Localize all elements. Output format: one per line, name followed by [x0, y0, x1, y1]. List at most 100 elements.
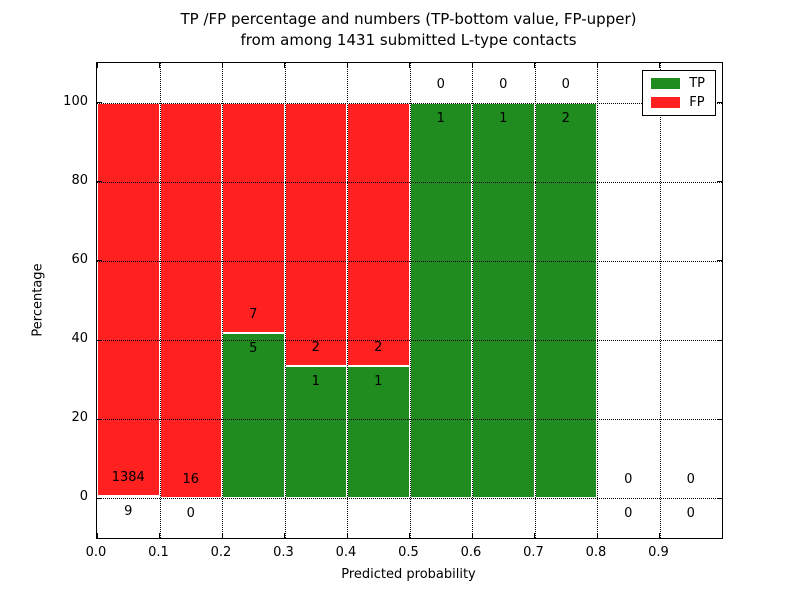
tp-count-annotation: 0	[186, 506, 195, 522]
y-tick-mark-right	[717, 497, 722, 499]
legend-item-fp: FP	[651, 96, 705, 109]
tp-count-annotation: 2	[561, 110, 570, 126]
x-tick-mark	[346, 533, 348, 538]
grid-line-horizontal	[97, 340, 722, 342]
x-tick-label: 0.2	[210, 545, 232, 560]
y-tick-label: 40	[71, 331, 88, 347]
bar-segment-fp	[159, 102, 222, 499]
fp-count-annotation: 2	[311, 340, 320, 356]
bar-segment-fp	[284, 102, 347, 367]
fp-count-annotation: 0	[436, 76, 445, 92]
grid-line-horizontal	[97, 181, 722, 183]
grid-line-vertical	[409, 63, 411, 538]
y-tick-mark	[97, 339, 102, 341]
x-tick-mark-top	[159, 63, 160, 68]
x-tick-label: 0.7	[523, 545, 544, 560]
bar-segment-tp	[97, 495, 160, 499]
x-tick-mark-top	[534, 63, 535, 68]
y-tick-label: 80	[71, 172, 88, 188]
y-tick-mark-right	[717, 102, 722, 104]
y-tick-mark	[97, 102, 102, 104]
y-tick-label: 100	[63, 93, 88, 109]
fp-count-annotation: 2	[374, 340, 383, 356]
grid-line-vertical	[472, 63, 473, 538]
bar-segment-tp	[472, 102, 535, 499]
tp-color-swatch	[651, 78, 681, 89]
y-tick-mark-right	[717, 181, 722, 183]
x-tick-label: 0.9	[648, 545, 669, 560]
fp-count-annotation: 0	[686, 472, 695, 488]
y-tick-mark	[97, 418, 102, 420]
fp-count-annotation: 0	[499, 76, 508, 92]
x-tick-mark-top	[409, 63, 410, 68]
fp-count-annotation: 0	[561, 76, 570, 92]
legend-label-tp: TP	[689, 76, 705, 91]
tp-count-annotation: 1	[311, 374, 320, 390]
x-tick-mark	[284, 533, 285, 538]
bar-segment-tp	[534, 102, 597, 499]
grid-line-vertical	[222, 63, 223, 538]
x-tick-label: 0.8	[585, 545, 607, 560]
y-tick-label: 20	[71, 410, 88, 426]
y-tick-label: 0	[79, 489, 88, 505]
y-tick-mark-right	[717, 418, 722, 420]
x-tick-mark	[221, 533, 223, 538]
bar-segment-fp	[222, 102, 285, 334]
grid-line-vertical	[347, 63, 348, 538]
y-tick-mark-right	[717, 339, 722, 341]
tp-count-annotation: 0	[686, 506, 695, 522]
x-tick-mark	[96, 533, 98, 538]
grid-line-horizontal	[97, 498, 722, 500]
y-tick-label: 60	[71, 251, 88, 267]
fp-count-annotation: 0	[624, 472, 633, 488]
tp-count-annotation: 9	[124, 503, 133, 519]
y-tick-mark	[97, 181, 102, 183]
legend-label-fp: FP	[689, 95, 705, 110]
x-tick-mark-top	[471, 63, 473, 68]
x-tick-label: 0.6	[460, 545, 482, 560]
x-tick-mark	[409, 533, 410, 538]
grid-line-horizontal	[97, 260, 722, 262]
tp-count-annotation: 1	[499, 110, 508, 126]
grid-line-vertical	[534, 63, 536, 538]
x-tick-label: 0.1	[148, 545, 169, 560]
y-tick-mark	[97, 497, 102, 499]
tp-count-annotation: 5	[249, 341, 258, 357]
fp-color-swatch	[651, 97, 681, 108]
chart-title-line1: TP /FP percentage and numbers (TP-bottom…	[180, 10, 637, 28]
x-tick-mark-top	[721, 63, 723, 68]
y-axis-label: Percentage	[30, 263, 46, 337]
x-tick-mark-top	[346, 63, 348, 68]
grid-line-vertical	[159, 63, 161, 538]
chart-title-line2: from among 1431 submitted L-type contact…	[240, 31, 577, 49]
grid-line-horizontal	[97, 419, 722, 421]
bar-segment-tp	[222, 333, 285, 499]
x-tick-mark-top	[284, 63, 285, 68]
x-tick-label: 0.4	[335, 545, 357, 560]
plot-area: TP FP 1384 9 16 0 7 5 2 1 2 1 0 1 0 1 0 2 0 0 0 0	[96, 62, 723, 539]
grid-line-horizontal	[97, 102, 722, 104]
x-tick-label: 0.0	[85, 545, 107, 560]
x-tick-mark-top	[659, 63, 660, 68]
grid-line-vertical	[659, 63, 661, 538]
tp-count-annotation: 0	[624, 506, 633, 522]
bar-segment-tp	[409, 102, 472, 499]
grid-line-vertical	[284, 63, 286, 538]
x-tick-label: 0.5	[398, 545, 419, 560]
tp-count-annotation: 1	[374, 374, 383, 390]
fp-count-annotation: 16	[182, 472, 200, 488]
x-tick-label: 0.3	[273, 545, 294, 560]
x-tick-mark-top	[96, 63, 98, 68]
x-tick-mark	[534, 533, 535, 538]
x-tick-mark	[721, 533, 723, 538]
grid-line-vertical	[597, 63, 598, 538]
x-tick-mark-top	[221, 63, 223, 68]
legend: TP FP	[642, 70, 716, 116]
bar-segment-fp	[347, 102, 410, 367]
x-tick-mark	[596, 533, 598, 538]
bar-segment-tp	[284, 366, 347, 499]
fp-count-annotation: 1384	[111, 469, 145, 485]
x-tick-mark	[471, 533, 473, 538]
legend-item-tp: TP	[651, 77, 705, 90]
